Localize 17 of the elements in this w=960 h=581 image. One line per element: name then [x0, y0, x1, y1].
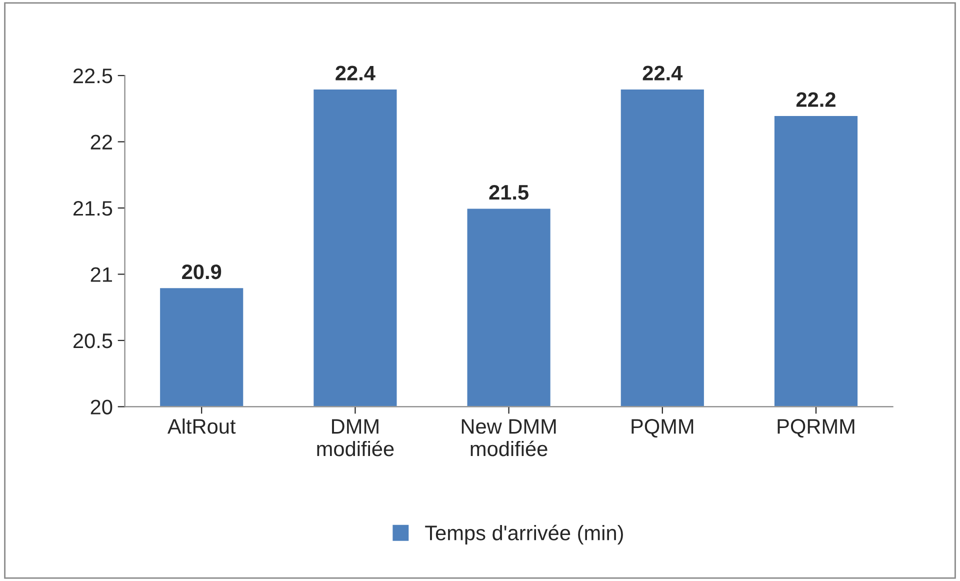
y-tick-label: 22.5	[74, 68, 112, 84]
y-tick-label: 20.5	[74, 333, 112, 348]
data-label: 22.2	[796, 92, 836, 107]
y-tick-label: 21.5	[74, 201, 112, 216]
x-tick-label: AltRout	[167, 418, 236, 434]
x-tick-label: New DMM modifiée	[462, 419, 556, 456]
legend-label: Temps d'arrivée (min)	[425, 524, 623, 544]
x-tick-label: PQRMM	[778, 419, 854, 438]
y-tick-label: 20	[90, 400, 112, 414]
data-label: 21.5	[489, 184, 528, 200]
y-tick-label: 22	[90, 134, 112, 150]
data-label: 22.4	[336, 66, 376, 80]
y-tick-label: 21	[90, 267, 112, 282]
data-label: 20.9	[182, 264, 222, 280]
x-tick-label: DMM modifiée	[317, 419, 394, 456]
data-label: 22.4	[642, 66, 683, 80]
x-tick-label: PQMM	[632, 419, 694, 438]
